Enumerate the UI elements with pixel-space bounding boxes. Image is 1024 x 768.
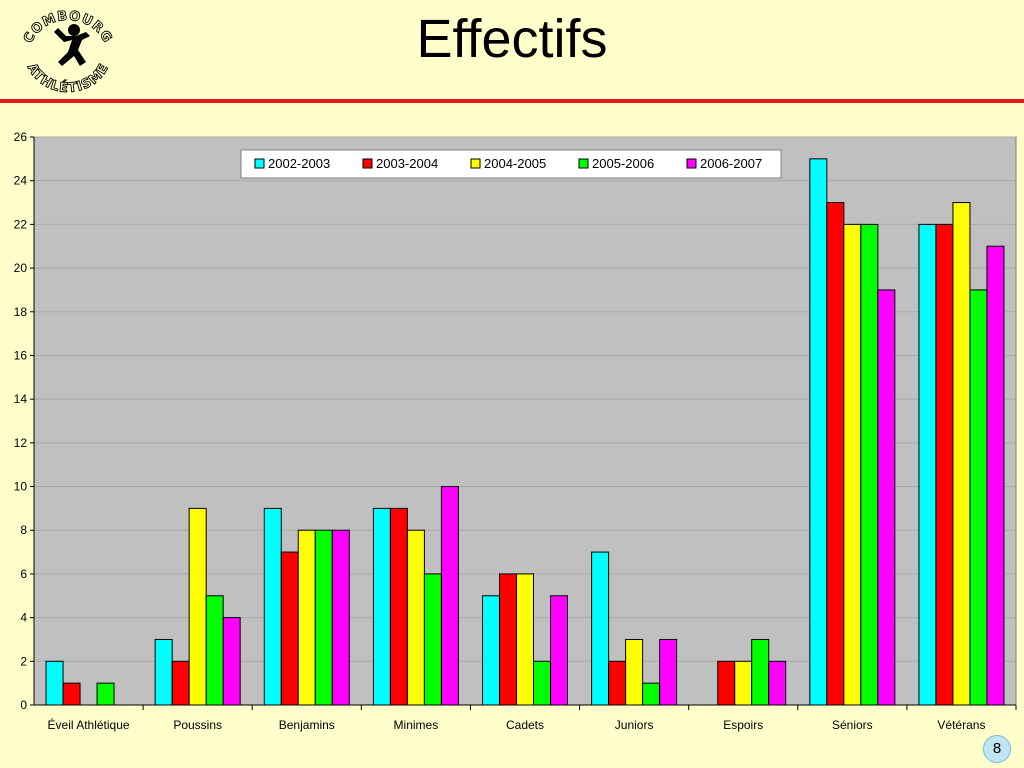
bar <box>768 660 787 706</box>
y-tick-label: 0 <box>20 698 27 712</box>
x-tick-label: Vétérans <box>937 718 985 732</box>
bar <box>499 573 517 706</box>
y-tick-label: 14 <box>14 392 28 406</box>
bar <box>952 202 971 706</box>
x-tick-label: Minimes <box>394 718 439 732</box>
bar <box>297 529 316 706</box>
legend-label: 2003-2004 <box>376 156 438 171</box>
bar <box>154 638 173 706</box>
bar <box>877 289 896 706</box>
page-number-badge: 8 <box>983 735 1011 763</box>
bar <box>482 595 500 706</box>
y-tick-label: 12 <box>14 436 28 450</box>
x-tick-label: Séniors <box>832 718 873 732</box>
bar <box>516 573 534 706</box>
bar <box>280 551 299 706</box>
bar <box>642 682 661 706</box>
y-tick-label: 16 <box>14 348 28 362</box>
y-tick-label: 8 <box>20 523 27 537</box>
bar <box>751 638 770 706</box>
y-tick-label: 22 <box>14 217 28 231</box>
bar <box>918 223 937 706</box>
bar <box>935 223 954 706</box>
y-tick-label: 18 <box>14 305 28 319</box>
legend-label: 2006-2007 <box>700 156 762 171</box>
y-tick-label: 4 <box>20 611 27 625</box>
bar <box>423 573 442 706</box>
bar <box>550 595 568 706</box>
x-tick-label: Benjamins <box>279 718 335 732</box>
bar <box>263 507 282 706</box>
bar <box>406 529 425 706</box>
legend-label: 2005-2006 <box>592 156 654 171</box>
y-tick-label: 10 <box>14 480 28 494</box>
bar <box>659 638 678 706</box>
bar <box>969 289 988 706</box>
title-divider <box>0 99 1024 103</box>
x-tick-label: Juniors <box>615 718 654 732</box>
x-tick-label: Poussins <box>173 718 222 732</box>
bar <box>222 617 241 706</box>
bar <box>809 158 828 706</box>
bar <box>860 223 879 706</box>
club-logo: COMBOURG ATHLÉTISME <box>21 8 115 96</box>
legend-swatch <box>254 158 265 169</box>
bar <box>986 245 1005 706</box>
bar <box>389 507 408 706</box>
x-tick-label: Espoirs <box>723 718 763 732</box>
bar <box>96 682 115 706</box>
bar <box>440 486 459 706</box>
legend-swatch <box>470 158 481 169</box>
bar <box>331 529 350 706</box>
bar <box>608 660 627 706</box>
slide-title: Effectifs <box>416 9 608 69</box>
x-tick-label: Cadets <box>506 718 544 732</box>
bar <box>734 660 753 706</box>
runner-icon <box>54 24 90 66</box>
legend-swatch <box>578 158 589 169</box>
legend-swatch <box>686 158 697 169</box>
legend-label: 2002-2003 <box>268 156 330 171</box>
bar <box>45 660 64 706</box>
y-tick-label: 2 <box>20 654 27 668</box>
legend-label: 2004-2005 <box>484 156 546 171</box>
x-tick-label: Éveil Athlétique <box>48 717 130 732</box>
y-tick-label: 26 <box>14 130 28 144</box>
bar <box>843 223 862 706</box>
bar <box>372 507 391 706</box>
y-tick-label: 6 <box>20 567 27 581</box>
bar <box>826 202 845 706</box>
bar <box>591 551 610 706</box>
bar <box>717 660 736 706</box>
bar <box>188 507 207 706</box>
bar <box>314 529 333 706</box>
bar <box>625 638 644 706</box>
bar <box>171 660 190 706</box>
y-tick-label: 20 <box>14 261 28 275</box>
bar <box>533 660 551 706</box>
legend-swatch <box>362 158 373 169</box>
y-tick-label: 24 <box>14 174 28 188</box>
bar <box>205 595 224 706</box>
bar <box>62 682 81 706</box>
